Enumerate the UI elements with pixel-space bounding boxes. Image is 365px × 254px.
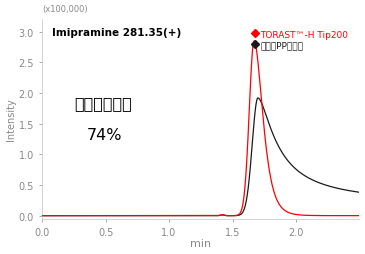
X-axis label: min: min <box>190 239 211 248</box>
Legend: TORAST™-H Tip200, 他社製PPチップ: TORAST™-H Tip200, 他社製PPチップ <box>249 27 352 54</box>
Text: ピーク面積比: ピーク面積比 <box>74 96 132 111</box>
Text: 74%: 74% <box>87 128 122 142</box>
Text: Imipramine 281.35(+): Imipramine 281.35(+) <box>52 28 181 38</box>
Y-axis label: Intensity: Intensity <box>5 98 16 141</box>
Text: (x100,000): (x100,000) <box>42 5 88 14</box>
